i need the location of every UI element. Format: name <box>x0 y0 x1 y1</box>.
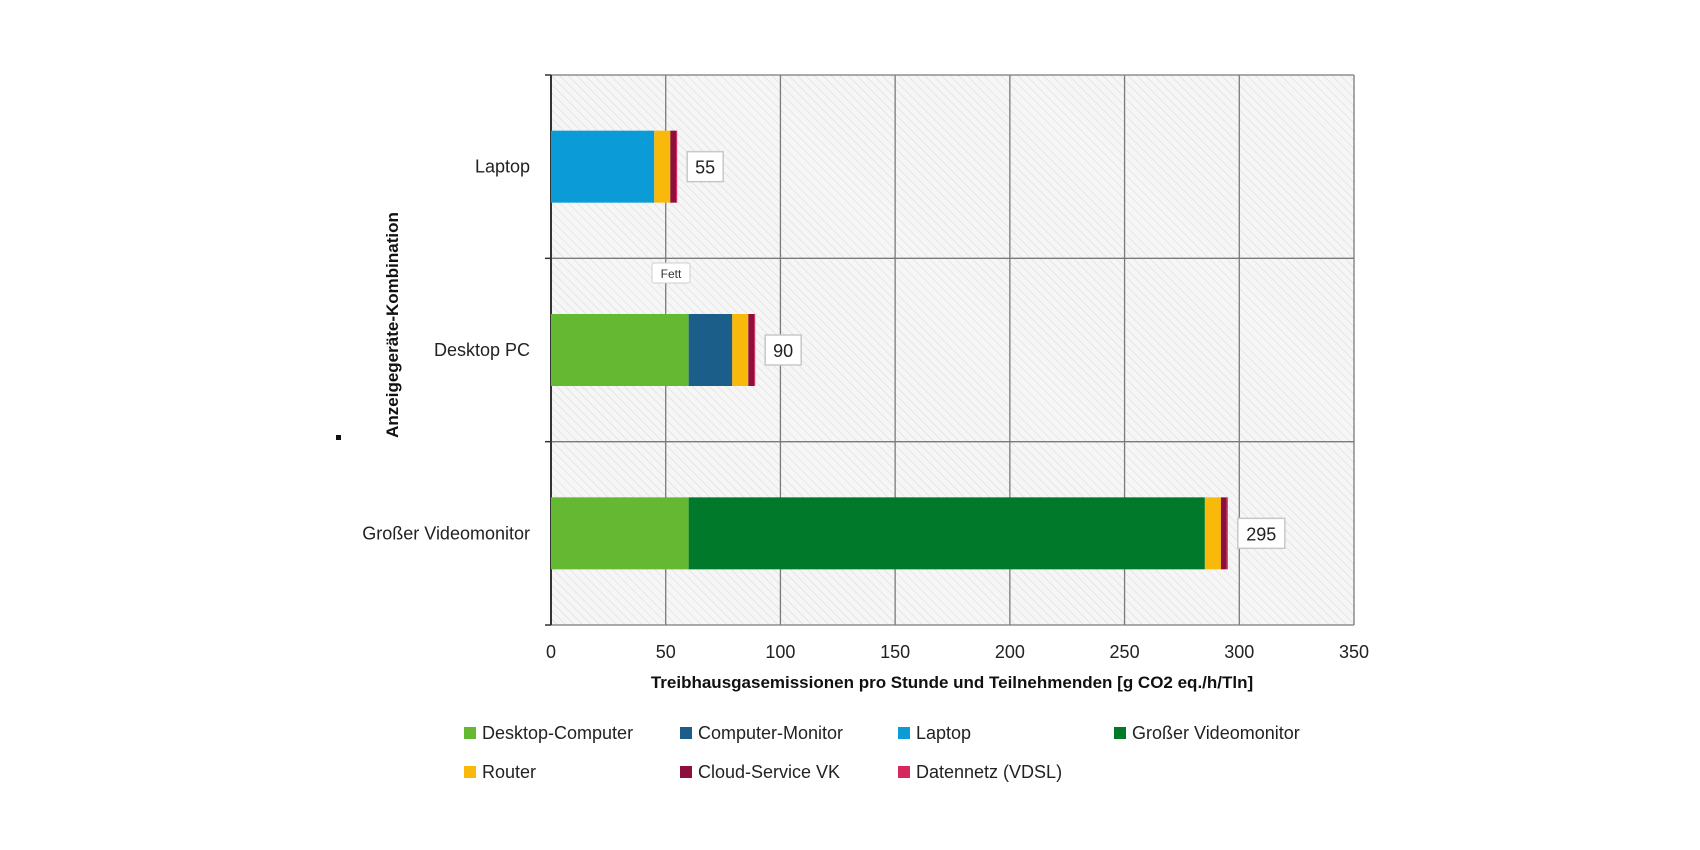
x-tick-label: 0 <box>546 642 556 662</box>
legend-item: Computer-Monitor <box>680 723 843 743</box>
legend-item: Router <box>464 762 536 782</box>
total-labels: 55 90 295 <box>686 150 1286 550</box>
legend-swatch <box>680 766 692 778</box>
x-tick-label: 350 <box>1339 642 1369 662</box>
x-tick-label: 100 <box>765 642 795 662</box>
bar-segment <box>688 497 1205 570</box>
bar-segment <box>688 314 733 386</box>
category-label: Laptop <box>475 157 530 177</box>
x-tick-label: 250 <box>1110 642 1140 662</box>
category-label: Desktop PC <box>434 340 530 360</box>
legend-swatch <box>898 727 910 739</box>
bar-segment <box>551 130 655 203</box>
total-label: 90 <box>764 334 802 366</box>
legend-item: Datennetz (VDSL) <box>898 762 1062 782</box>
legend-label: Router <box>482 762 536 782</box>
legend-swatch <box>464 766 476 778</box>
bar-segment <box>1204 497 1221 570</box>
bar-segment <box>1226 497 1228 570</box>
legend-label: Cloud-Service VK <box>698 762 840 782</box>
legend-label: Laptop <box>916 723 971 743</box>
legend: Desktop-Computer Computer-Monitor Laptop Gr… <box>464 723 1300 782</box>
total-label-box <box>686 150 724 183</box>
total-label-text: 295 <box>1246 524 1276 544</box>
legend-item: Laptop <box>898 723 971 743</box>
total-label: 295 <box>1237 517 1286 550</box>
x-tick-label: 50 <box>656 642 676 662</box>
legend-item: Großer Videomonitor <box>1114 723 1300 743</box>
small-marker <box>336 435 341 440</box>
legend-item: Desktop-Computer <box>464 723 633 743</box>
tooltip-text: Fett <box>661 267 682 281</box>
legend-swatch <box>1114 727 1126 739</box>
bar-segment <box>676 130 678 203</box>
legend-label: Desktop-Computer <box>482 723 633 743</box>
bar-segment <box>748 314 755 386</box>
legend-label: Datennetz (VDSL) <box>916 762 1062 782</box>
legend-swatch <box>464 727 476 739</box>
y-axis-categories: Laptop Desktop PC Großer Videomonitor <box>362 157 530 544</box>
legend-label: Computer-Monitor <box>698 723 843 743</box>
x-tick-label: 300 <box>1224 642 1254 662</box>
x-axis-title: Treibhausgasemissionen pro Stunde und Te… <box>651 673 1253 692</box>
bar-segment <box>654 130 671 203</box>
legend-swatch <box>680 727 692 739</box>
bar-segment <box>551 497 689 570</box>
bar-segment <box>551 314 689 386</box>
bar-segment <box>754 314 756 386</box>
tooltip: Fett <box>651 262 691 284</box>
y-axis-title: Anzeigegeräte-Kombination <box>383 212 402 438</box>
total-label: 55 <box>686 150 724 183</box>
bar-segment <box>1220 497 1227 570</box>
bar-segment <box>670 130 677 203</box>
legend-swatch <box>898 766 910 778</box>
x-tick-label: 200 <box>995 642 1025 662</box>
bar-segments <box>551 130 1228 570</box>
total-label-box <box>764 334 802 366</box>
x-tick-label: 150 <box>880 642 910 662</box>
total-label-text: 55 <box>695 158 715 178</box>
total-label-box <box>1237 517 1286 550</box>
category-label: Großer Videomonitor <box>362 523 530 543</box>
legend-item: Cloud-Service VK <box>680 762 840 782</box>
total-label-text: 90 <box>773 341 793 361</box>
bar-segment <box>732 314 749 386</box>
x-axis-ticks: 0 50 100 150 200 250 300 350 <box>546 642 1369 662</box>
legend-label: Großer Videomonitor <box>1132 723 1300 743</box>
